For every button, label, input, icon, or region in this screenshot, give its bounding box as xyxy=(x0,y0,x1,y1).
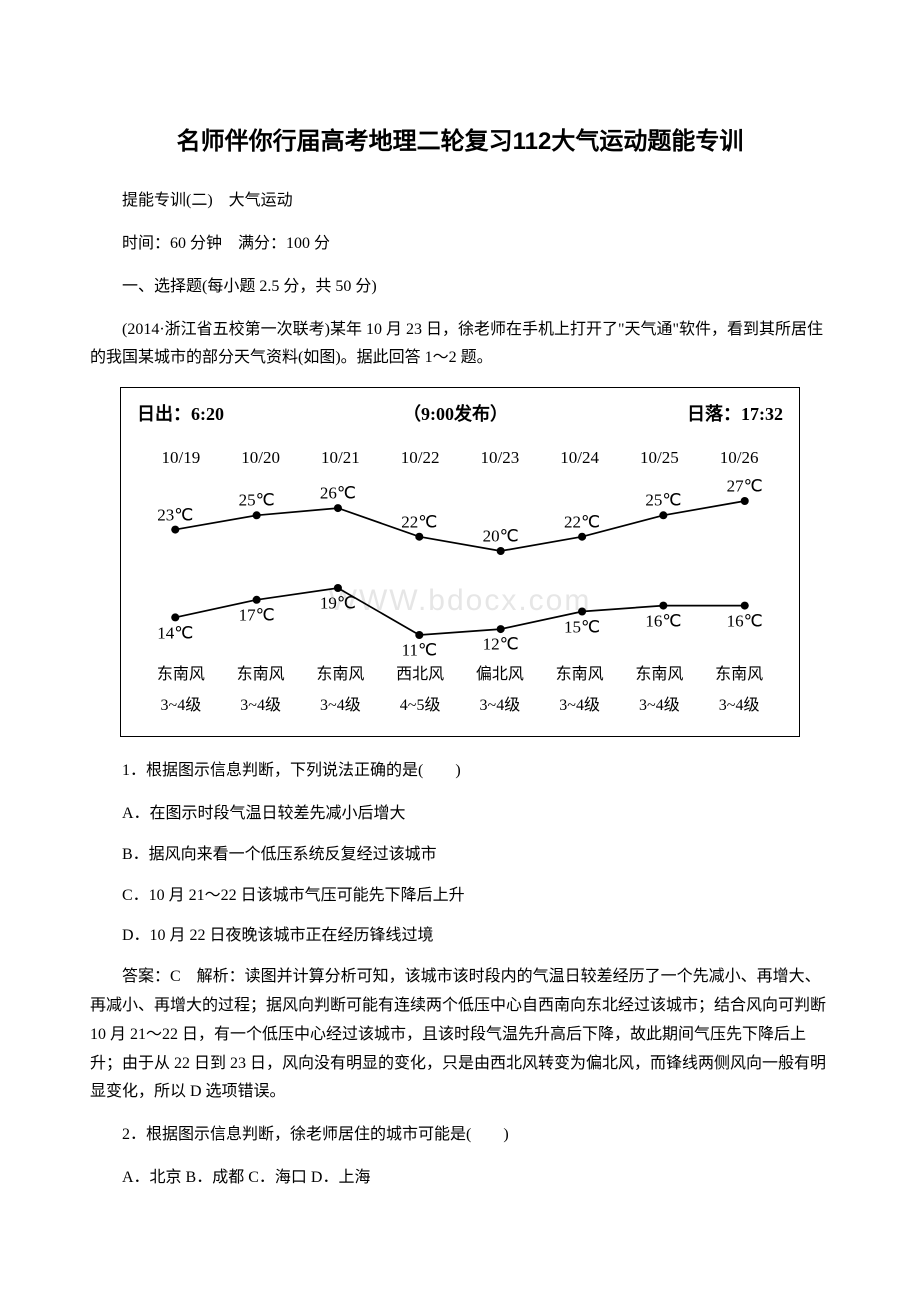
temp-label: 16℃ xyxy=(645,606,681,637)
temp-label: 22℃ xyxy=(401,508,437,539)
time-score: 时间：60 分钟 满分：100 分 xyxy=(90,230,830,259)
q2-stem: 2．根据图示信息判断，徐老师居住的城市可能是( ) xyxy=(90,1121,830,1150)
temp-label: 20℃ xyxy=(483,522,519,553)
wind-label: 东南风 xyxy=(620,661,700,690)
temp-label: 25℃ xyxy=(239,486,275,517)
temp-label: 26℃ xyxy=(320,479,356,510)
q1-option-b: B．据风向来看一个低压系统反复经过该城市 xyxy=(90,841,830,870)
temp-label: 22℃ xyxy=(564,508,600,539)
level-label: 3~4级 xyxy=(141,692,221,721)
level-label: 3~4级 xyxy=(301,692,381,721)
wind-label: 东南风 xyxy=(540,661,620,690)
q1-option-a: A．在图示时段气温日较差先减小后增大 xyxy=(90,800,830,829)
temp-label: 11℃ xyxy=(402,636,437,667)
date-label: 10/21 xyxy=(301,443,381,474)
chart-lines: WWW.bdocx.com 23℃14℃25℃17℃26℃19℃22℃11℃20… xyxy=(147,493,773,643)
temp-label: 27℃ xyxy=(727,472,763,503)
temp-label: 19℃ xyxy=(320,589,356,620)
sunrise-label: 日出：6:20 xyxy=(137,398,224,430)
section-heading: 一、选择题(每小题 2.5 分，共 50 分) xyxy=(90,273,830,302)
level-label: 3~4级 xyxy=(460,692,540,721)
level-label: 3~4级 xyxy=(540,692,620,721)
wind-label: 东南风 xyxy=(141,661,221,690)
q2-options: A．北京 B．成都 C．海口 D．上海 xyxy=(90,1164,830,1193)
question-context: (2014·浙江省五校第一次联考)某年 10 月 23 日，徐老师在手机上打开了… xyxy=(90,316,830,374)
level-label: 3~4级 xyxy=(699,692,779,721)
chart-wind-levels: 3~4级 3~4级 3~4级 4~5级 3~4级 3~4级 3~4级 3~4级 xyxy=(137,692,783,721)
date-label: 10/25 xyxy=(620,443,700,474)
page-title: 名师伴你行届高考地理二轮复习112大气运动题能专训 xyxy=(90,120,830,163)
wind-label: 东南风 xyxy=(301,661,381,690)
wind-label: 偏北风 xyxy=(460,661,540,690)
temp-label: 14℃ xyxy=(157,618,193,649)
chart-dates: 10/19 10/20 10/21 10/22 10/23 10/24 10/2… xyxy=(137,443,783,486)
temp-label: 15℃ xyxy=(564,612,600,643)
temp-label: 23℃ xyxy=(157,500,193,531)
date-label: 10/20 xyxy=(221,443,301,474)
temp-label: 12℃ xyxy=(483,630,519,661)
q1-option-c: C．10 月 21～22 日该城市气压可能先下降后上升 xyxy=(90,882,830,911)
temp-label: 17℃ xyxy=(239,601,275,632)
subtitle: 提能专训(二) 大气运动 xyxy=(90,187,830,216)
weather-chart: 日出：6:20 （9:00发布） 日落：17:32 10/19 10/20 10… xyxy=(120,387,800,737)
level-label: 3~4级 xyxy=(221,692,301,721)
temp-label: 16℃ xyxy=(727,606,763,637)
sunset-label: 日落：17:32 xyxy=(687,398,783,430)
q1-answer: 答案：C 解析：读图并计算分析可知，该城市该时段内的气温日较差经历了一个先减小、… xyxy=(90,963,830,1107)
level-label: 3~4级 xyxy=(620,692,700,721)
chart-header: 日出：6:20 （9:00发布） 日落：17:32 xyxy=(137,398,783,430)
date-label: 10/26 xyxy=(699,443,779,474)
date-label: 10/19 xyxy=(141,443,221,474)
wind-label: 东南风 xyxy=(699,661,779,690)
date-label: 10/24 xyxy=(540,443,620,474)
publish-label: （9:00发布） xyxy=(403,398,508,430)
temp-label: 25℃ xyxy=(645,486,681,517)
q1-stem: 1．根据图示信息判断，下列说法正确的是( ) xyxy=(90,757,830,786)
wind-label: 东南风 xyxy=(221,661,301,690)
chart-winds: 东南风 东南风 东南风 西北风 偏北风 东南风 东南风 东南风 xyxy=(137,661,783,690)
level-label: 4~5级 xyxy=(380,692,460,721)
q1-option-d: D．10 月 22 日夜晚该城市正在经历锋线过境 xyxy=(90,922,830,951)
date-label: 10/22 xyxy=(380,443,460,474)
date-label: 10/23 xyxy=(460,443,540,474)
